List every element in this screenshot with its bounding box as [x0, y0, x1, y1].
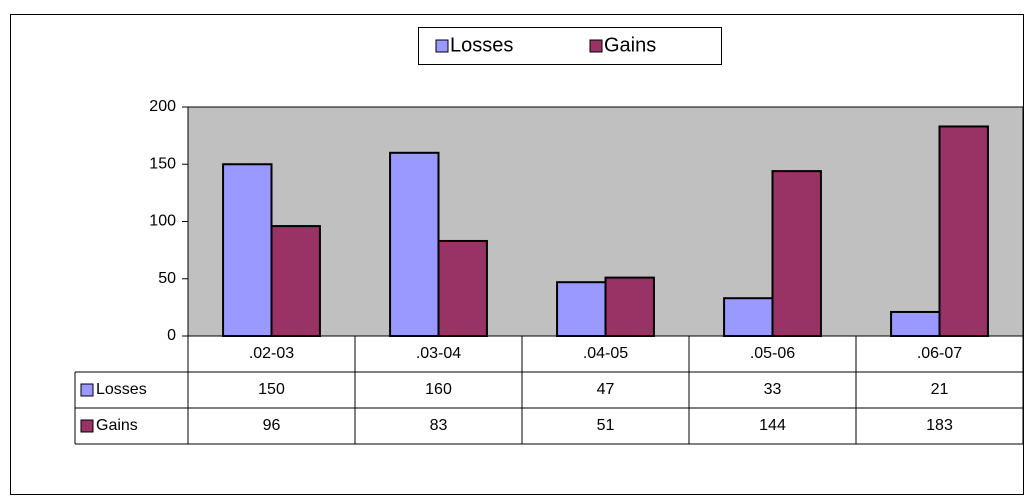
bar	[389, 151, 440, 337]
bar	[270, 225, 321, 337]
table-row-label: Losses	[96, 381, 147, 398]
bar	[222, 163, 273, 337]
bar	[437, 239, 488, 337]
legend-key	[589, 39, 603, 53]
y-tick-label: 0	[167, 327, 176, 344]
x-tick-label: .05-06	[750, 345, 795, 362]
table-legend-key	[80, 419, 94, 433]
table-value: 150	[258, 381, 285, 398]
x-tick-label: .02-03	[249, 345, 294, 362]
table-value: 144	[759, 417, 786, 434]
y-tick-label: 50	[158, 270, 176, 287]
legend-key	[435, 39, 449, 53]
y-tick-label: 100	[149, 213, 176, 230]
legend-label: Gains	[604, 34, 656, 56]
table-value: 83	[430, 417, 448, 434]
x-tick-label: .03-04	[416, 345, 461, 362]
table-value: 21	[931, 381, 949, 398]
y-tick-label: 200	[149, 98, 176, 115]
bar	[556, 281, 607, 337]
table-value: 183	[926, 417, 953, 434]
bar	[938, 125, 989, 337]
table-value: 96	[263, 417, 281, 434]
bar	[604, 276, 655, 338]
x-tick-label: .06-07	[917, 345, 962, 362]
table-value: 160	[425, 381, 452, 398]
table-row-label: Gains	[96, 417, 138, 434]
table-value: 51	[597, 417, 615, 434]
table-legend-key	[80, 383, 94, 397]
y-tick-label: 150	[149, 155, 176, 172]
legend-box	[418, 27, 722, 65]
x-tick-label: .04-05	[583, 345, 628, 362]
bar	[890, 310, 941, 337]
table-value: 33	[764, 381, 782, 398]
table-value: 47	[597, 381, 615, 398]
legend-label: Losses	[450, 34, 513, 56]
bar	[723, 297, 774, 337]
bar	[771, 170, 822, 337]
